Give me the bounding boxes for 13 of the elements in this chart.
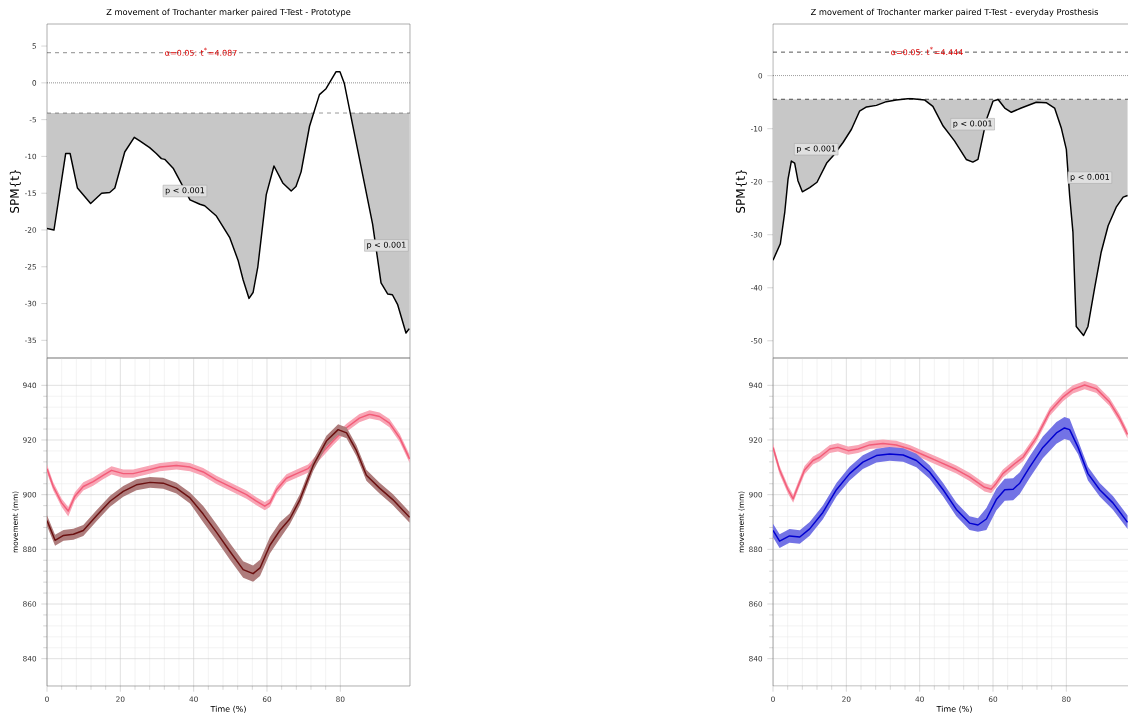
chart-title: Z movement of Trochanter marker paired T-Test - everyday Prosthesis — [810, 8, 1099, 17]
chart-title: Z movement of Trochanter marker paired T-Test - Prototype — [106, 8, 351, 17]
annotation: p < 0.001 — [1070, 173, 1110, 182]
annotation: α=0.05: t$^{*}$=4.087 — [165, 47, 237, 56]
annotation: p < 0.001 — [953, 120, 992, 129]
y-axis-title: SPM{t} — [735, 169, 747, 213]
annotation: α=0.05: t$^{*}$=4.444 — [891, 46, 963, 56]
annotation: p < 0.001 — [367, 241, 406, 250]
annotation: p < 0.001 — [165, 187, 205, 195]
x-axis-title: Time (%) — [936, 705, 972, 713]
x-axis-title: Time (%) — [210, 705, 246, 713]
y-axis-title: SPM{t} — [9, 169, 21, 213]
annotation: p < 0.001 — [797, 145, 836, 154]
